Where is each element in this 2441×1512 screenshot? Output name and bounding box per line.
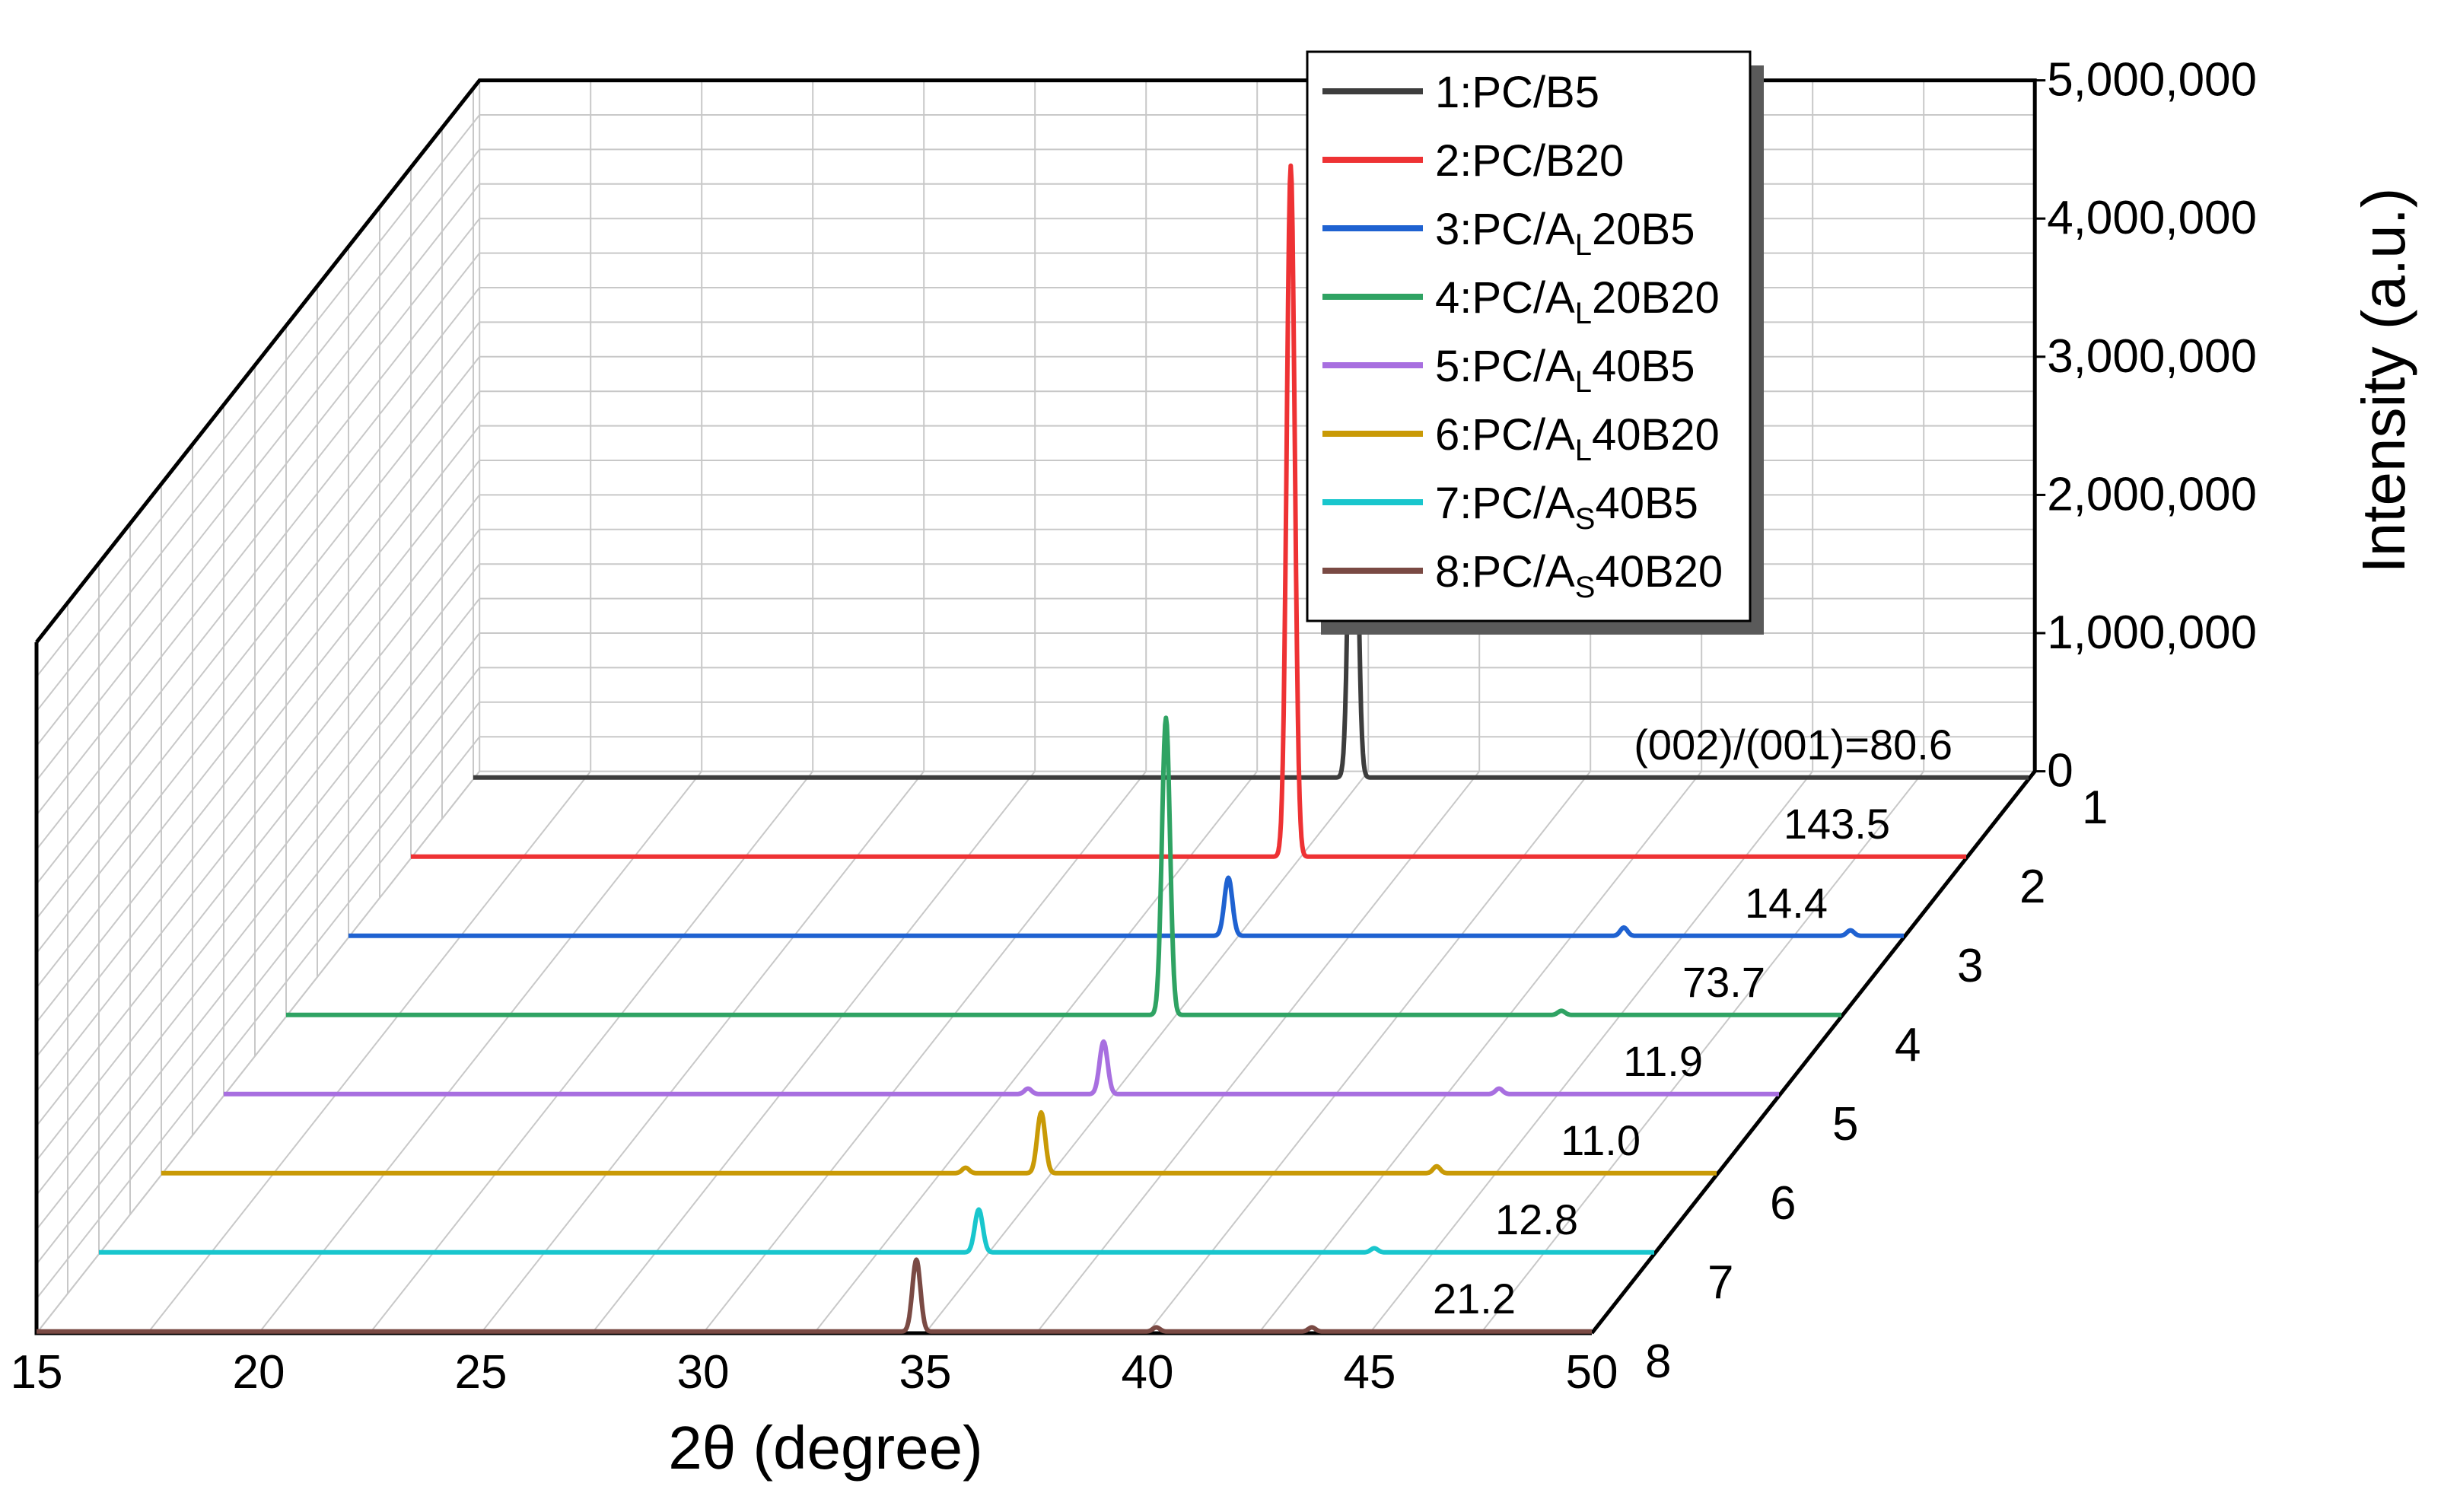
- side-wall-gridline-z: [36, 667, 480, 1230]
- y-tick-label: 3,000,000: [2047, 330, 2257, 383]
- side-wall-gridline-z: [36, 183, 480, 746]
- side-wall-gridline-z: [36, 218, 480, 781]
- floor-gridline-x: [813, 770, 1258, 1334]
- ratio-label-3: 14.4: [1745, 879, 1828, 927]
- x-tick-label: 40: [1122, 1346, 1174, 1399]
- x-tick-label: 35: [899, 1346, 952, 1399]
- side-wall-gridline-z: [36, 529, 480, 1092]
- depth-tick-label: 8: [1645, 1335, 1671, 1388]
- ratio-label-2: 143.5: [1784, 800, 1890, 848]
- side-wall-gridline-z: [36, 425, 480, 988]
- depth-tick-label: 1: [2082, 781, 2108, 834]
- x-tick-label: 45: [1344, 1346, 1396, 1399]
- floor-gridline-x: [369, 770, 813, 1334]
- series-trace-6: [160, 1109, 1718, 1176]
- series-trace-2: [409, 163, 1968, 859]
- legend-label-8: 8:PC/AS40B20: [1435, 547, 1723, 604]
- ratio-label-5: 11.9: [1623, 1037, 1703, 1085]
- side-wall-gridline-z: [36, 597, 480, 1161]
- side-wall-gridline-z: [36, 390, 480, 954]
- legend-label-3: 3:PC/AL20B5: [1435, 205, 1695, 262]
- depth-tick-label: 2: [2019, 861, 2045, 913]
- ratio-label-8: 21.2: [1433, 1275, 1516, 1323]
- series-trace-5: [222, 1039, 1781, 1097]
- side-wall-gridline-z: [36, 356, 480, 919]
- ratio-label-7: 12.8: [1495, 1195, 1578, 1243]
- legend-label-2: 2:PC/B20: [1435, 136, 1624, 186]
- legend-box: [1306, 50, 1752, 622]
- x-axis-title: 2θ (degree): [668, 1414, 983, 1482]
- series-trace-1: [472, 291, 2030, 780]
- top-back-frame: [35, 78, 2037, 772]
- legend-label-5: 5:PC/AL40B5: [1435, 342, 1695, 399]
- side-wall-gridline-z: [36, 114, 480, 678]
- y-tick-label: 2,000,000: [2047, 468, 2257, 520]
- x-tick-label: 50: [1566, 1346, 1618, 1399]
- floor-gridline-x: [36, 770, 480, 1334]
- ratio-label-1: (002)/(001)=80.6: [1634, 721, 1952, 769]
- grid-layer: [36, 79, 2036, 1334]
- legend-label-6: 6:PC/AL40B20: [1435, 410, 1720, 467]
- side-wall-gridline-z: [36, 632, 480, 1196]
- depth-axis-frame: [1590, 770, 2037, 1335]
- side-wall-gridline-z: [36, 563, 480, 1127]
- side-wall-gridline-z: [36, 494, 480, 1058]
- series-trace-8: [35, 1257, 1593, 1334]
- floor-gridline-x: [1258, 770, 1702, 1334]
- series-trace-4: [285, 715, 1843, 1017]
- floor-gridline-x: [258, 770, 702, 1334]
- legend-label-4: 4:PC/AL20B20: [1435, 273, 1720, 330]
- ratio-label-4: 73.7: [1682, 958, 1765, 1006]
- x-tick-label: 20: [233, 1346, 285, 1399]
- depth-tick-label: 5: [1832, 1098, 1858, 1151]
- y-axis-title: Intensity (a.u.): [2350, 188, 2417, 574]
- side-wall-gridline-z: [36, 287, 480, 851]
- floor-gridline-x: [591, 770, 1036, 1334]
- side-wall-gridline-z: [36, 252, 480, 816]
- side-wall-gridline-z: [36, 321, 480, 885]
- series-layer: [35, 163, 2030, 1334]
- y-tick-label: 1,000,000: [2047, 606, 2257, 659]
- x-tick-label: 30: [677, 1346, 730, 1399]
- floor-gridline-x: [147, 770, 591, 1334]
- side-wall-gridline-z: [36, 460, 480, 1023]
- depth-tick-label: 6: [1770, 1177, 1796, 1230]
- depth-tick-label: 7: [1707, 1256, 1733, 1309]
- depth-tick-label: 4: [1895, 1019, 1921, 1071]
- legend-label-7: 7:PC/AS40B5: [1435, 479, 1698, 536]
- legend-label-1: 1:PC/B5: [1435, 68, 1599, 117]
- side-wall-gridline-z: [36, 702, 480, 1265]
- ratio-label-6: 11.0: [1561, 1116, 1641, 1164]
- floor-gridline-x: [702, 770, 1147, 1334]
- floor-gridline-x: [1036, 770, 1480, 1334]
- series-trace-3: [347, 875, 1905, 938]
- floor-gridline-x: [1480, 770, 1924, 1334]
- y-tick-label: 4,000,000: [2047, 192, 2257, 244]
- side-wall-gridline-z: [36, 736, 480, 1300]
- y-tick-label: 0: [2047, 745, 2073, 797]
- side-wall-gridline-z: [36, 148, 480, 712]
- depth-tick-label: 3: [1957, 940, 1983, 992]
- legend: 1:PC/B5 2:PC/B20 3:PC/AL20B5 4:PC/AL20B20 5:…: [1306, 50, 1764, 635]
- x-tick-label: 25: [455, 1346, 508, 1399]
- floor-gridline-x: [1369, 770, 1813, 1334]
- floor-gridline-x: [925, 770, 1369, 1334]
- x-tick-label: 15: [11, 1346, 63, 1399]
- y-tick-label: 5,000,000: [2047, 54, 2257, 107]
- front-axis-frame: [34, 642, 1592, 1335]
- floor-gridline-x: [1147, 770, 1591, 1334]
- floor-gridline-x: [480, 770, 925, 1334]
- series-trace-7: [97, 1207, 1656, 1255]
